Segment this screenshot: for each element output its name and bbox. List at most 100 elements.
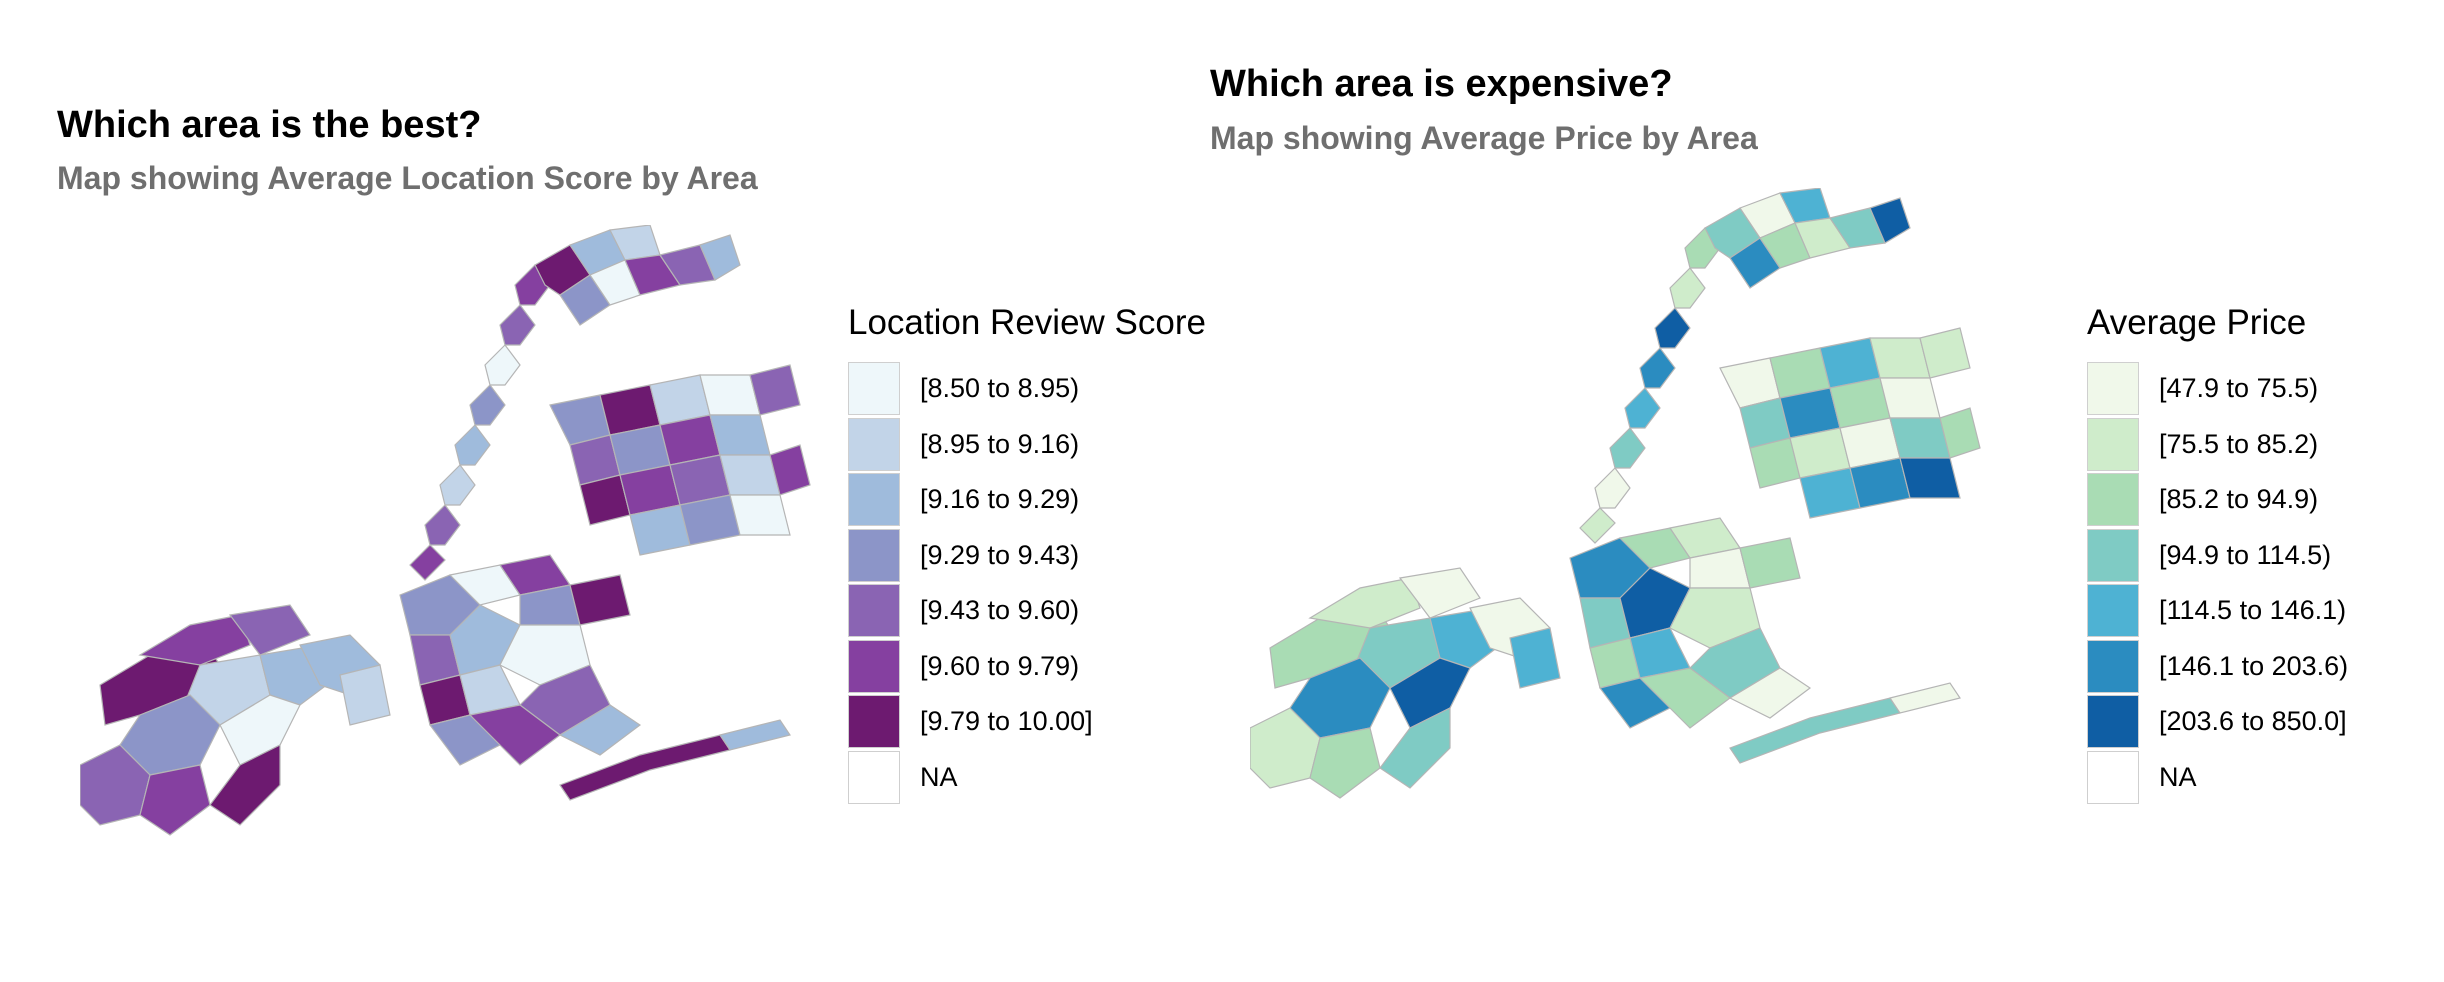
staten-island-area [228, 604, 311, 656]
legend-label: [8.50 to 8.95) [920, 373, 1080, 404]
manhattan-area [484, 344, 521, 386]
manhattan-area [1609, 427, 1646, 469]
brooklyn-area [558, 704, 642, 756]
nyc-map-svg [80, 225, 811, 836]
brooklyn-area [1638, 667, 1731, 729]
legend-item: NA [848, 750, 1206, 806]
location-score-panel: Which area is the best? Map showing Aver… [0, 0, 1210, 982]
brooklyn-area [1728, 667, 1812, 719]
queens-area [709, 414, 771, 456]
rockaway-area [1889, 682, 1961, 714]
legend-label: NA [2159, 761, 2197, 792]
average-price-panel: Which area is expensive? Map showing Ave… [1210, 0, 2444, 982]
legend-item: [75.5 to 85.2) [2087, 417, 2348, 473]
legend-item: [9.29 to 9.43) [848, 528, 1206, 584]
bronx-area [699, 234, 741, 281]
legend-item: [8.50 to 8.95) [848, 361, 1206, 417]
staten-island-area [1309, 727, 1381, 799]
manhattan-area [1654, 307, 1691, 349]
legend-swatch [2087, 750, 2139, 804]
legend-label: [47.9 to 75.5) [2159, 373, 2319, 404]
brooklyn-area [468, 704, 561, 766]
left-legend-title: Location Review Score [848, 303, 1206, 342]
manhattan-area [499, 304, 536, 346]
manhattan-area [1624, 387, 1661, 429]
manhattan-area [409, 544, 446, 581]
legend-swatch [848, 528, 900, 582]
staten-island-area [1379, 707, 1451, 789]
legend-item: [146.1 to 203.6) [2087, 639, 2348, 695]
staten-island-area [1308, 577, 1421, 629]
queens-area [1879, 377, 1941, 419]
legend-swatch [2087, 695, 2139, 749]
legend-label: [9.60 to 9.79) [920, 650, 1080, 681]
legend-label: [9.29 to 9.43) [920, 539, 1080, 570]
queens-area [1919, 327, 1971, 379]
legend-label: [146.1 to 203.6) [2159, 650, 2349, 681]
legend-item: NA [2087, 750, 2348, 806]
right-legend: Average Price [47.9 to 75.5) [75.5 to 85.… [2087, 303, 2348, 805]
legend-label: [94.9 to 114.5) [2159, 539, 2332, 570]
staten-island-area [1389, 657, 1471, 729]
staten-island-area [139, 764, 211, 836]
manhattan-area [1594, 467, 1631, 509]
manhattan-area [1639, 347, 1676, 389]
legend-item: [203.6 to 850.0] [2087, 694, 2348, 750]
staten-island-area [138, 614, 251, 666]
queens-area [1939, 407, 1981, 459]
legend-item: [9.43 to 9.60) [848, 583, 1206, 639]
manhattan-area [454, 424, 491, 466]
legend-item: [85.2 to 94.9) [2087, 472, 2348, 528]
right-map-title: Which area is expensive? [1210, 63, 1673, 105]
left-legend: Location Review Score [8.50 to 8.95) [8.9… [848, 303, 1206, 805]
brooklyn-area [1669, 587, 1761, 649]
legend-label: [75.5 to 85.2) [2159, 428, 2319, 459]
legend-label: [203.6 to 850.0] [2159, 706, 2347, 737]
legend-label: [8.95 to 9.16) [920, 428, 1080, 459]
manhattan-area [424, 504, 461, 546]
legend-label: [85.2 to 94.9) [2159, 484, 2319, 515]
staten-island-area [219, 694, 301, 766]
legend-swatch [848, 417, 900, 471]
queens-area [729, 494, 791, 536]
legend-label: [9.79 to 10.00] [920, 706, 1093, 737]
legend-item: [94.9 to 114.5) [2087, 528, 2348, 584]
brooklyn-area [499, 624, 591, 686]
bronx-area [1869, 197, 1911, 244]
legend-swatch [2087, 417, 2139, 471]
left-map-title: Which area is the best? [57, 104, 482, 146]
legend-swatch [2087, 473, 2139, 527]
legend-swatch [848, 584, 900, 638]
manhattan-area [469, 384, 506, 426]
staten-island-area [1398, 567, 1481, 619]
legend-item: [9.60 to 9.79) [848, 639, 1206, 695]
legend-item: [114.5 to 146.1) [2087, 583, 2348, 639]
rockaway-area [719, 719, 791, 751]
manhattan-area [1579, 507, 1616, 544]
staten-island-area [1509, 627, 1561, 689]
legend-swatch [2087, 362, 2139, 416]
left-map-subtitle: Map showing Average Location Score by Ar… [57, 160, 758, 196]
legend-swatch [848, 473, 900, 527]
right-legend-title: Average Price [2087, 303, 2307, 342]
queens-area [769, 444, 811, 496]
legend-item: [47.9 to 75.5) [2087, 361, 2348, 417]
brooklyn-area [569, 574, 631, 626]
legend-swatch [2087, 584, 2139, 638]
nyc-location-score-map [80, 225, 820, 885]
legend-swatch [848, 695, 900, 749]
legend-item: [8.95 to 9.16) [848, 417, 1206, 473]
legend-swatch [2087, 528, 2139, 582]
legend-label: [9.43 to 9.60) [920, 595, 1080, 626]
legend-label: NA [920, 761, 958, 792]
staten-island-area [209, 744, 281, 826]
legend-swatch [848, 750, 900, 804]
staten-island-area [339, 664, 391, 726]
nyc-map-svg [1250, 188, 1981, 799]
brooklyn-area [1739, 537, 1801, 589]
queens-area [1899, 457, 1961, 499]
legend-swatch [848, 639, 900, 693]
queens-area [749, 364, 801, 416]
manhattan-area [1669, 267, 1706, 309]
manhattan-area [439, 464, 476, 506]
